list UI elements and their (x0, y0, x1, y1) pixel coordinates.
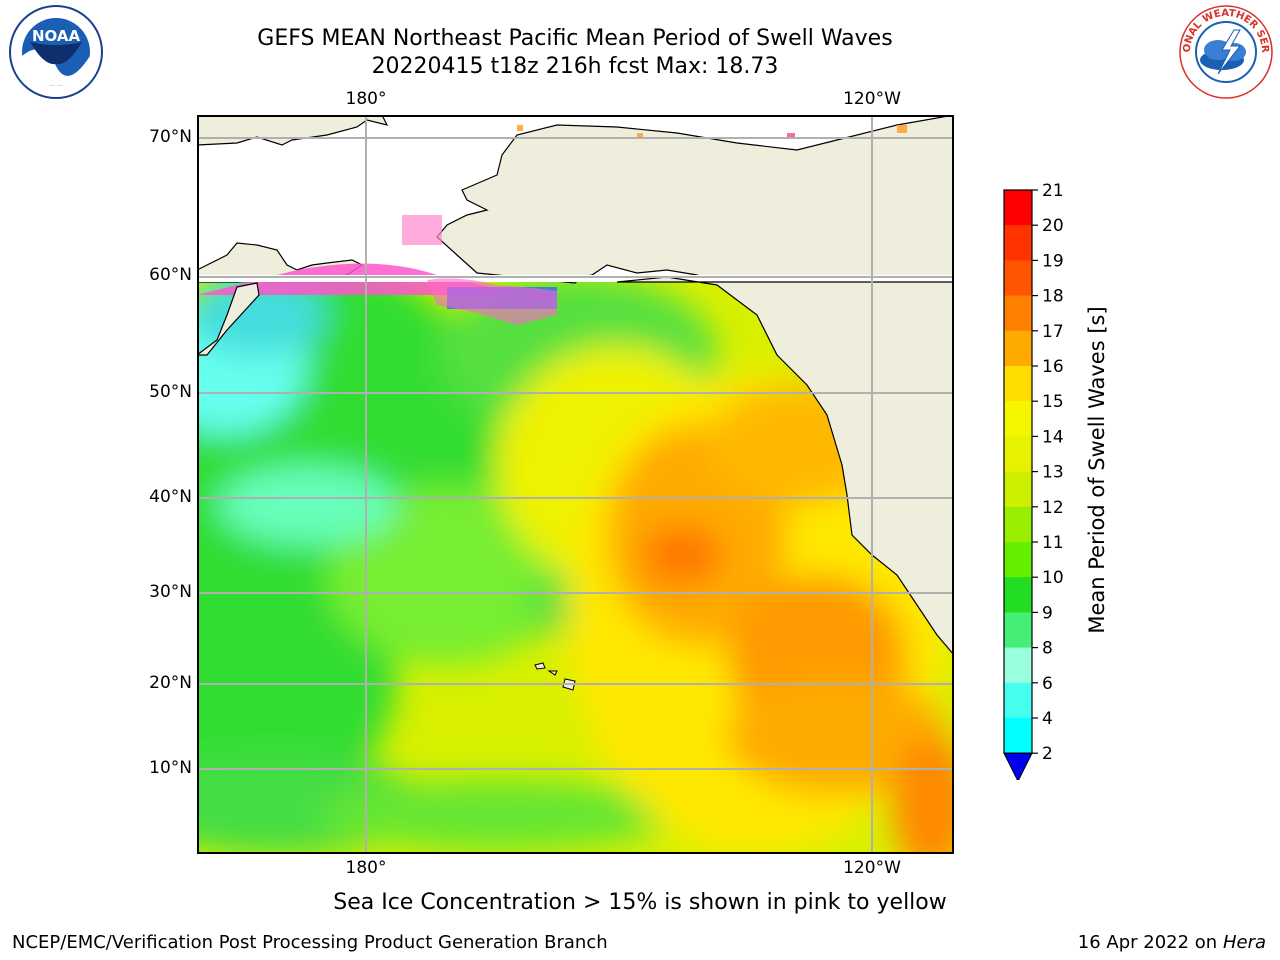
colorbar-tick-label: 13 (1042, 463, 1064, 483)
footer-machine: Hera (1222, 932, 1266, 953)
colorbar-swatch (1004, 542, 1032, 578)
colorbar-tick-label: 16 (1042, 357, 1064, 377)
lat-label-70n: 70°N (149, 127, 192, 147)
colorbar-tick-label: 8 (1042, 639, 1053, 659)
colorbar-tick-label: 2 (1042, 744, 1053, 764)
footer-date-text: 16 Apr 2022 on (1077, 932, 1218, 953)
colorbar-tick-label: 6 (1042, 674, 1053, 694)
colorbar-swatch (1004, 366, 1032, 402)
colorbar-tick-label: 14 (1042, 427, 1064, 447)
colorbar-tick-label: 15 (1042, 392, 1064, 412)
colorbar-label: Mean Period of Swell Waves [s] (1085, 306, 1109, 634)
colorbar-swatch (1004, 577, 1032, 613)
alaska-canada-land (436, 115, 954, 296)
footer-date: 16 Apr 2022 on Hera (1078, 932, 1266, 953)
north-america-coast (616, 115, 954, 656)
colorbar-swatch (1004, 682, 1032, 719)
colorbar-tick-label: 11 (1042, 533, 1064, 553)
lat-label-10n: 10°N (149, 758, 192, 778)
colorbar-swatch (1004, 612, 1032, 649)
colorbar: 21 20 19 18 17 16 15 14 13 12 11 10 9 8 6 4 2 (1003, 181, 1064, 780)
colorbar-tick-label: 4 (1042, 709, 1053, 729)
colorbar-extend-triangle (1003, 752, 1033, 780)
colorbar-swatch (1004, 295, 1032, 332)
swell-period-map (197, 115, 954, 854)
colorbar-tick-label: 12 (1042, 498, 1064, 518)
lat-label-60n: 60°N (149, 265, 192, 285)
colorbar-tick-label: 18 (1042, 287, 1064, 307)
colorbar-swatch (1004, 436, 1032, 473)
map-frame (197, 115, 954, 854)
colorbar-tick-label: 19 (1042, 251, 1064, 271)
nws-logo: NATIONAL WEATHER SERVICE (1178, 4, 1273, 99)
map-subtitle: 20220415 t18z 216h fcst Max: 18.73 (371, 54, 779, 79)
colorbar-swatch (1004, 260, 1032, 297)
lat-label-20n: 20°N (149, 673, 192, 693)
colorbar-tick-label: 17 (1042, 322, 1064, 342)
lat-label-50n: 50°N (149, 382, 192, 402)
colorbar-swatch (1004, 401, 1032, 437)
colorbar-swatch (1004, 718, 1032, 754)
colorbar-swatch (1004, 330, 1032, 367)
colorbar-swatch (1004, 506, 1032, 543)
lon-label-120w-top: 120°W (843, 89, 901, 109)
colorbar-swatches (1003, 189, 1033, 780)
footer-org: NCEP/EMC/Verification Post Processing Pr… (12, 932, 608, 953)
lon-label-180-top: 180° (345, 89, 387, 109)
kamchatka-land (197, 282, 260, 356)
colorbar-tick-label: 10 (1042, 568, 1064, 588)
colorbar-swatch (1004, 647, 1032, 684)
noaa-logo-text: NOAA (32, 27, 81, 45)
colorbar-swatch (1004, 471, 1032, 508)
colorbar-swatch (1004, 225, 1032, 261)
colorbar-swatch (1004, 190, 1032, 226)
colorbar-tick-label: 20 (1042, 216, 1064, 236)
lat-label-40n: 40°N (149, 487, 192, 507)
lon-label-120w-bottom: 120°W (843, 858, 901, 878)
lat-label-30n: 30°N (149, 582, 192, 602)
colorbar-tick-label: 9 (1042, 603, 1053, 623)
lon-label-180-bottom: 180° (345, 858, 387, 878)
map-title: GEFS MEAN Northeast Pacific Mean Period … (257, 26, 893, 51)
graticule (197, 115, 954, 854)
sea-ice-caption: Sea Ice Concentration > 15% is shown in … (333, 890, 947, 915)
colorbar-ticks: 21 20 19 18 17 16 15 14 13 12 11 10 9 8 6 4 2 (1032, 181, 1064, 764)
noaa-logo: NOAA (9, 5, 103, 99)
colorbar-tick-label: 21 (1042, 181, 1064, 201)
